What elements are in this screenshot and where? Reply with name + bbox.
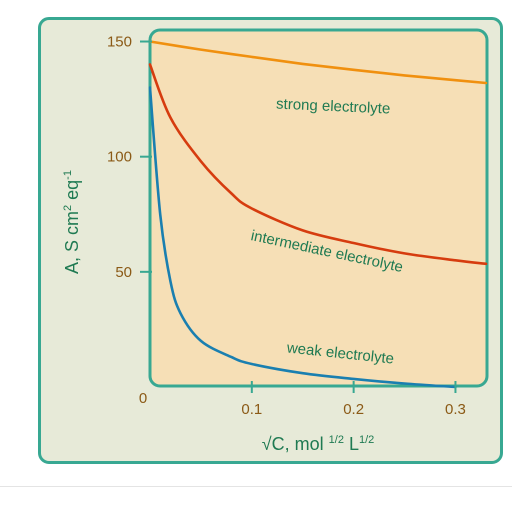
y-tick-label: 50	[115, 264, 132, 281]
series-line-weak	[148, 86, 457, 389]
series-line-strong	[148, 40, 488, 85]
x-axis-label-sup2: 1/2	[359, 434, 374, 446]
series-layer	[148, 40, 488, 389]
series-label-strong: strong electrolyte	[276, 96, 391, 118]
x-axis-label-mid: L	[344, 434, 359, 454]
x-tick-label: 0.2	[343, 401, 364, 418]
plot-area	[148, 28, 489, 388]
x-axis-label-sup1: 1/2	[329, 434, 344, 446]
x-tick-label: 0.1	[241, 401, 262, 418]
origin-label: 0	[139, 390, 147, 407]
y-axis-label-mid: eq	[62, 180, 82, 205]
x-axis-label-main: √C, mol	[262, 434, 329, 454]
y-axis-label-sup1: 2	[62, 205, 74, 211]
series-line-intermediate	[148, 63, 488, 266]
y-axis-label-main: A, S cm	[62, 211, 82, 274]
x-axis-label: √C, mol 1/2 L1/2	[262, 434, 375, 454]
x-tick-label: 0.3	[445, 401, 466, 418]
y-tick-label: 100	[107, 149, 132, 166]
y-tick-label: 150	[107, 34, 132, 51]
y-axis-label: A, S cm2 eq-1	[62, 170, 82, 274]
divider	[0, 486, 512, 487]
ticks-layer: 50 100 150 0.1 0.2 0.3	[107, 34, 466, 418]
y-axis-label-sup2: -1	[62, 170, 74, 180]
